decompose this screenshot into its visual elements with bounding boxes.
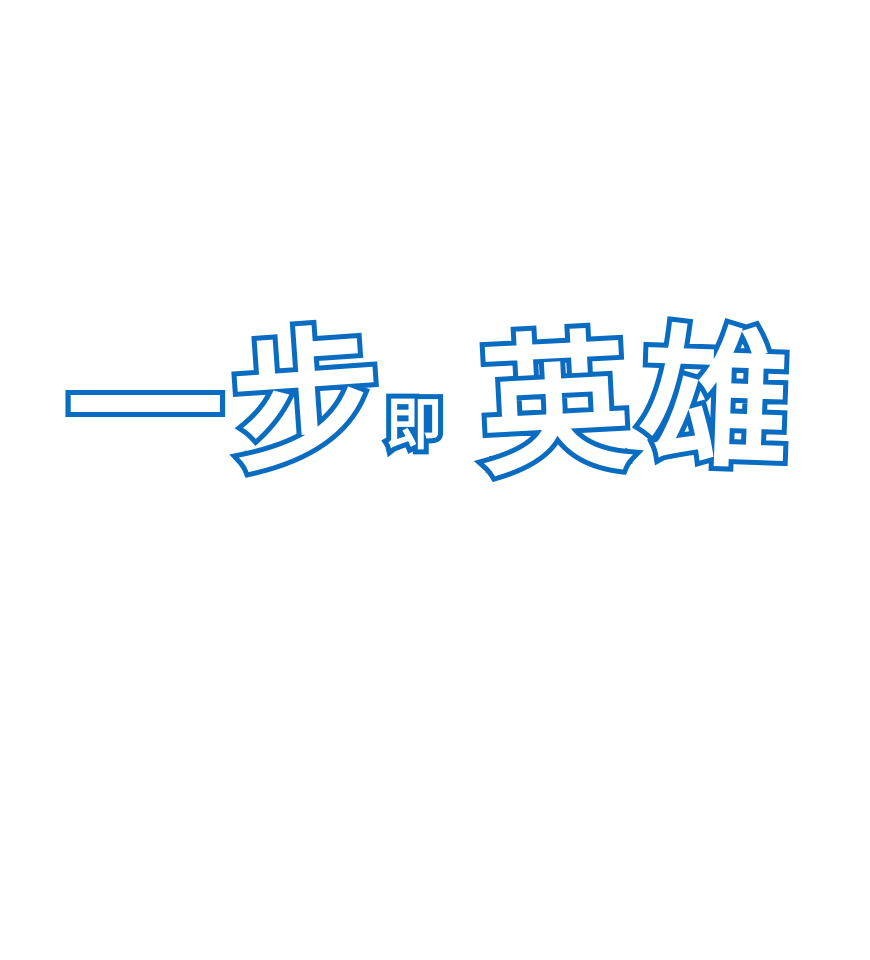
logo-char-ying: 英 [471, 311, 640, 503]
logo-char-yi: 一 [61, 324, 229, 498]
logo-char-bu: 步 [221, 306, 393, 500]
title-logo: 一 步 即 英 雄 [60, 306, 820, 508]
logo-char-ji: 即 [381, 393, 447, 459]
logo-char-xiong: 雄 [632, 306, 798, 495]
